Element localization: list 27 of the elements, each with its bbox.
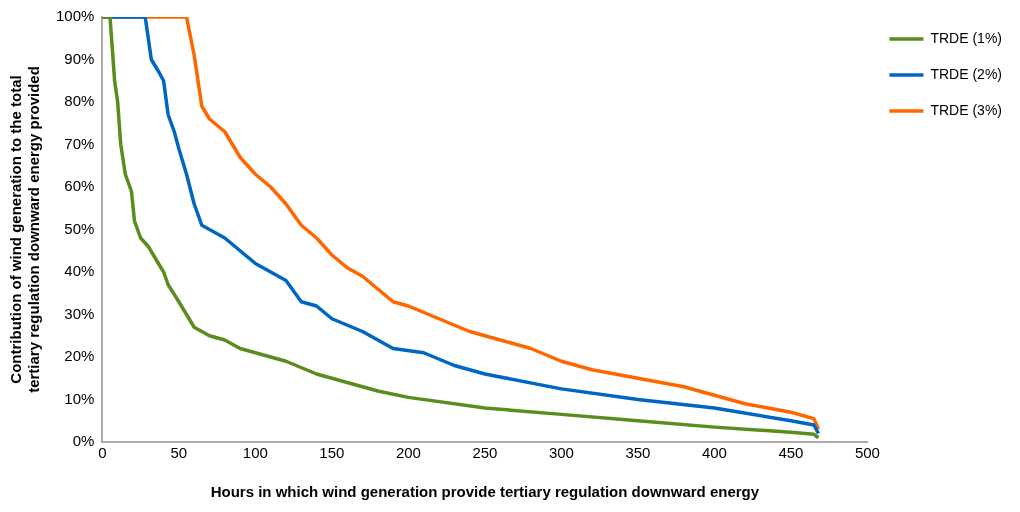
- x-tick-label: 150: [319, 444, 345, 462]
- y-tick-label: 10%: [64, 389, 95, 407]
- y-tick-label: 60%: [64, 177, 95, 195]
- x-tick-label: 350: [625, 444, 651, 462]
- x-tick-label: 0: [98, 444, 107, 462]
- x-tick-label: 100: [242, 444, 268, 462]
- legend-label: TRDE (1%): [930, 29, 1002, 46]
- y-tick-label: 90%: [64, 49, 95, 67]
- x-tick-label: 400: [701, 444, 727, 462]
- x-tick-label: 500: [854, 444, 880, 462]
- y-tick-label: 30%: [64, 304, 95, 322]
- y-tick-label: 100%: [55, 7, 95, 25]
- x-tick-label: 250: [472, 444, 498, 462]
- y-tick-label: 40%: [64, 262, 95, 280]
- y-tick-label: 50%: [64, 219, 95, 237]
- x-axis-title: Hours in which wind generation provide tertiary regulation downward energy: [210, 483, 760, 501]
- x-tick-label: 300: [548, 444, 574, 462]
- y-tick-label: 80%: [64, 92, 95, 110]
- legend-label: TRDE (3%): [930, 101, 1002, 118]
- y-tick-label: 20%: [64, 347, 95, 365]
- legend-label: TRDE (2%): [930, 65, 1002, 82]
- x-tick-label: 50: [170, 444, 188, 462]
- x-tick-label: 450: [778, 444, 804, 462]
- y-axis-title: Contribution of wind generation to the total tertiary regulation downward energy provided: [7, 66, 43, 393]
- y-tick-label: 0%: [72, 432, 95, 450]
- x-tick-label: 200: [395, 444, 421, 462]
- y-tick-label: 70%: [64, 134, 95, 152]
